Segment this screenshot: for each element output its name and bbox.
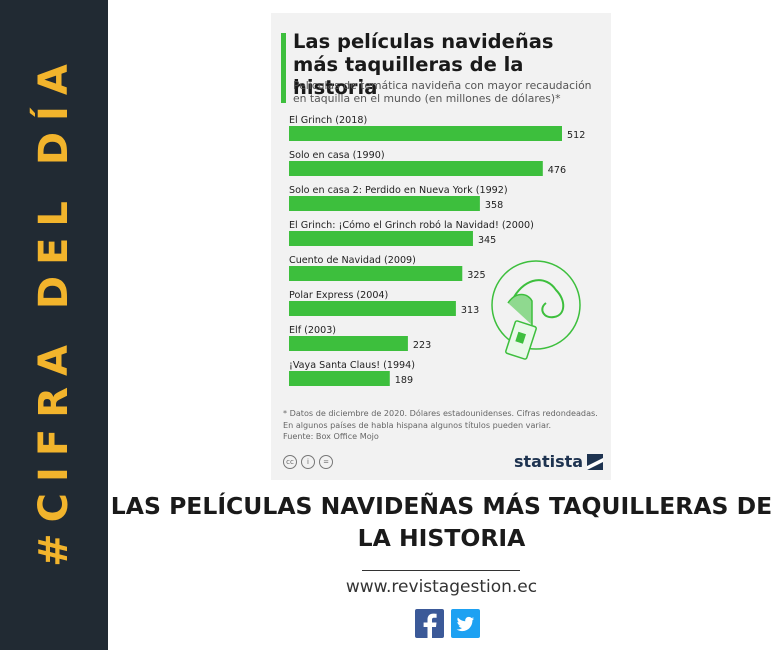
footnote: * Datos de diciembre de 2020. Dólares es… bbox=[283, 408, 603, 443]
footnote-line: En algunos países de habla hispana algun… bbox=[283, 419, 552, 430]
bar bbox=[289, 126, 562, 141]
category-label: Solo en casa (1990) bbox=[289, 150, 385, 161]
bar bbox=[289, 196, 480, 211]
bar-chart: El Grinch (2018) 512 Solo en casa (1990) 47… bbox=[289, 115, 585, 386]
value-label: 358 bbox=[485, 200, 503, 211]
chart-title: Las películas navideñas más taquilleras … bbox=[293, 30, 554, 99]
bar bbox=[289, 301, 456, 316]
bars-group: El Grinch (2018) 512 Solo en casa (1990) 47… bbox=[289, 115, 585, 386]
sidebar-heading: #CIFRA DEL DÍA bbox=[31, 53, 77, 567]
statista-mark-icon bbox=[587, 453, 604, 470]
page-title: LAS PELÍCULAS NAVIDEÑAS MÁS TAQUILLERAS … bbox=[110, 492, 773, 552]
divider bbox=[362, 570, 520, 571]
bar bbox=[289, 371, 390, 386]
person-icon: i bbox=[301, 455, 315, 469]
category-label: Cuento de Navidad (2009) bbox=[289, 255, 416, 266]
footnote-line: * Datos de diciembre de 2020. Dólares es… bbox=[283, 408, 598, 418]
value-label: 189 bbox=[395, 375, 413, 386]
value-label: 345 bbox=[478, 235, 496, 246]
equals-icon: = bbox=[319, 455, 333, 469]
value-label: 313 bbox=[461, 305, 479, 316]
website-link[interactable]: www.revistagestion.ec bbox=[345, 577, 538, 597]
sidebar: #CIFRA DEL DÍA bbox=[0, 0, 108, 650]
category-label: Elf (2003) bbox=[289, 325, 336, 336]
bar bbox=[289, 231, 473, 246]
value-label: 223 bbox=[413, 340, 431, 351]
chart-subtitle: Películas de temática navideña con mayor… bbox=[293, 79, 592, 105]
source-line: Fuente: Box Office Mojo bbox=[283, 431, 379, 441]
value-label: 512 bbox=[567, 130, 585, 141]
statista-logo: statista bbox=[514, 452, 604, 471]
bar bbox=[289, 266, 463, 281]
bar bbox=[289, 336, 408, 351]
bar bbox=[289, 161, 543, 176]
license-icons: cc i = bbox=[283, 455, 333, 469]
twitter-icon[interactable] bbox=[451, 609, 480, 638]
value-label: 476 bbox=[548, 165, 566, 176]
statista-wordmark: statista bbox=[514, 452, 584, 471]
grinch-illustration bbox=[491, 260, 581, 360]
chart-card bbox=[271, 13, 611, 480]
category-label: Solo en casa 2: Perdido en Nueva York (1… bbox=[289, 185, 508, 196]
category-label: Polar Express (2004) bbox=[289, 290, 388, 301]
title-accent-bar bbox=[281, 33, 286, 103]
category-label: El Grinch (2018) bbox=[289, 115, 367, 126]
category-label: ¡Vaya Santa Claus! (1994) bbox=[289, 360, 415, 371]
facebook-icon[interactable] bbox=[415, 609, 444, 638]
value-label: 325 bbox=[467, 270, 485, 281]
category-label: El Grinch: ¡Cómo el Grinch robó la Navid… bbox=[289, 219, 534, 231]
cc-icon: cc bbox=[283, 455, 297, 469]
